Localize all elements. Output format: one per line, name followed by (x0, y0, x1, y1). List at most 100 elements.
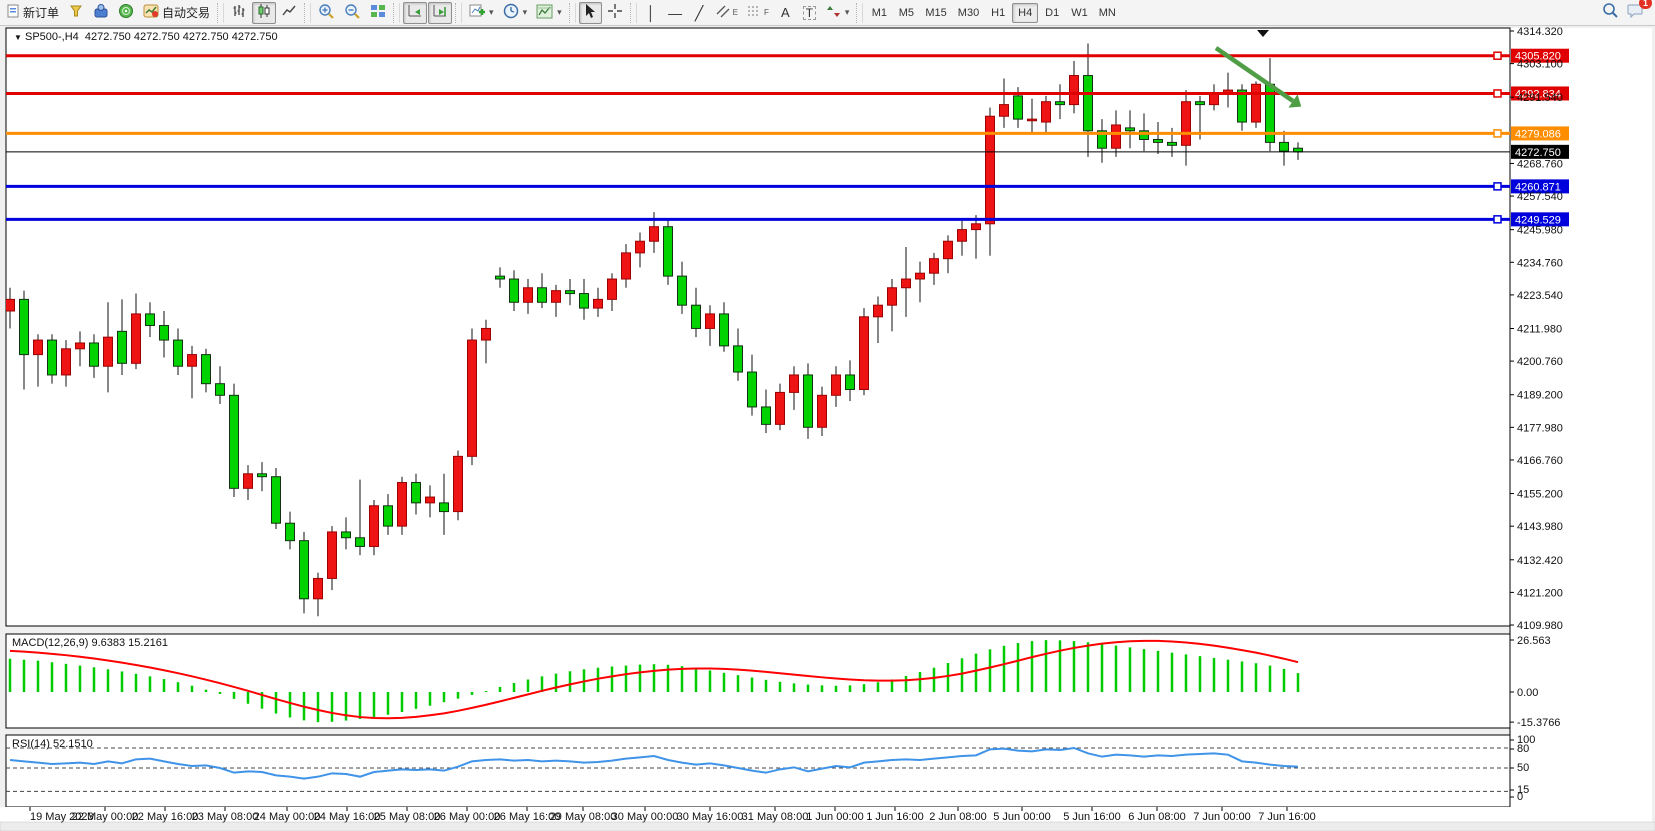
price-line-label (1511, 126, 1569, 141)
chart-symbol: SP500-,H4 (24, 31, 79, 43)
chart-collapse-icon[interactable]: ▼ (14, 33, 22, 42)
date-label: 1 Jun 00:00 (806, 811, 864, 823)
chart-quotes: 4272.750 4272.750 4272.750 4272.750 (84, 31, 278, 43)
fibonacci-button[interactable]: F (743, 2, 773, 24)
tile-windows-icon (370, 3, 386, 22)
svg-text:4234.760: 4234.760 (1517, 257, 1563, 269)
line-chart-button[interactable] (277, 2, 301, 24)
candlestick-chart-button[interactable] (252, 1, 277, 24)
cursor-icon (583, 3, 597, 22)
date-label: 6 Jun 08:00 (1128, 811, 1186, 823)
timeframe-h4-button[interactable]: H4 (1012, 2, 1039, 23)
indicators-button[interactable]: ▾ (465, 2, 498, 24)
notifications-icon[interactable]: 1 (1627, 0, 1652, 23)
timeframe-m1-button[interactable]: M1 (866, 3, 892, 23)
annotation-arrow[interactable] (1214, 46, 1295, 103)
zoom-out-button[interactable] (340, 2, 365, 24)
svg-text:4257.540: 4257.540 (1517, 191, 1563, 203)
timeframe-w1-button[interactable]: W1 (1066, 3, 1093, 23)
svg-text:4166.760: 4166.760 (1517, 455, 1563, 467)
trendline-button[interactable]: ╱ (688, 2, 711, 24)
toolbar-separator (629, 2, 637, 23)
macd-panel (5, 633, 1511, 729)
crosshair-button[interactable] (603, 2, 627, 24)
funnel-icon (68, 3, 84, 22)
crosshair-icon (607, 3, 623, 22)
svg-text:4303.100: 4303.100 (1517, 59, 1563, 71)
auto-scroll-button[interactable] (403, 1, 428, 24)
timeframe-m5-button[interactable]: M5 (893, 3, 919, 23)
auto-trading-button[interactable]: 自动交易 (139, 2, 214, 24)
search-icon[interactable] (1602, 2, 1619, 24)
svg-text:4121.200: 4121.200 (1517, 587, 1563, 599)
fibonacci-icon (747, 4, 761, 21)
toolbar-separator (393, 2, 401, 23)
arrows-icon (826, 4, 841, 22)
svg-text:4177.980: 4177.980 (1517, 422, 1563, 434)
dropdown-icon[interactable]: ▾ (489, 7, 494, 17)
profile-button[interactable] (89, 2, 113, 24)
dropdown-icon[interactable]: ▾ (844, 7, 850, 17)
svg-text:4305.820: 4305.820 (1515, 51, 1561, 63)
date-label: 30 May 16:00 (677, 811, 744, 823)
date-label: 24 May 00:00 (254, 811, 321, 823)
vertical-line-button[interactable]: │ (640, 2, 663, 24)
chart-shift-button[interactable] (428, 1, 453, 24)
channel-button[interactable]: E (712, 2, 742, 24)
svg-text:0.00: 0.00 (1517, 687, 1538, 699)
new-order-label: 新订单 (23, 6, 60, 20)
tile-windows-button[interactable] (366, 2, 390, 24)
zoom-in-button[interactable] (314, 2, 339, 24)
svg-text:-15.3766: -15.3766 (1517, 717, 1560, 729)
date-label: 5 Jun 00:00 (993, 811, 1051, 823)
chart-shift-marker[interactable] (1257, 30, 1269, 37)
svg-text:4291.540: 4291.540 (1517, 92, 1563, 104)
timeframe-m30-button[interactable]: M30 (953, 3, 984, 23)
metaeditor-button[interactable] (64, 2, 88, 24)
price-line-handle[interactable] (1493, 51, 1502, 60)
new-order-button[interactable]: 新订单 (2, 2, 63, 24)
timeframe-mn-button[interactable]: MN (1094, 3, 1121, 23)
auto-scroll-icon (407, 3, 423, 22)
bar-chart-button[interactable] (227, 2, 251, 24)
price-line-handle[interactable] (1493, 182, 1502, 191)
svg-text:80: 80 (1517, 743, 1529, 755)
time-axis[interactable] (0, 807, 1652, 822)
timeframe-toolbar: M1 M5 M15 M30 H1 H4 D1 W1 MN (866, 2, 1121, 23)
date-label: 7 Jun 16:00 (1258, 811, 1316, 823)
horizontal-line-button[interactable]: — (664, 2, 687, 24)
trendline-icon: ╱ (694, 4, 704, 21)
toolbar-separator (856, 2, 864, 23)
dropdown-icon[interactable]: ▾ (522, 7, 528, 17)
price-line-handle[interactable] (1493, 89, 1502, 98)
date-label: 5 Jun 16:00 (1063, 811, 1121, 823)
line-chart-icon (281, 3, 297, 22)
notification-badge[interactable]: 1 (1638, 0, 1652, 9)
periods-button[interactable]: ▾ (499, 2, 532, 24)
date-label: 31 May 08:00 (742, 811, 809, 823)
price-line-handle[interactable] (1493, 129, 1502, 138)
new-order-icon (6, 4, 20, 21)
templates-button[interactable]: ▾ (532, 2, 566, 24)
signals-button[interactable] (114, 2, 138, 24)
dropdown-icon[interactable]: ▾ (557, 7, 562, 17)
text-label-button[interactable]: T (798, 2, 821, 24)
timeframe-m15-button[interactable]: M15 (920, 3, 951, 23)
date-label: 29 May 08:00 (550, 811, 617, 823)
arrows-button[interactable]: ▾ (822, 2, 854, 24)
cursor-button[interactable] (578, 1, 602, 24)
main-panel (5, 27, 1511, 627)
text-button[interactable]: A (774, 2, 797, 24)
date-label: 1 Jun 16:00 (866, 811, 924, 823)
svg-text:50: 50 (1517, 762, 1529, 774)
svg-text:4314.320: 4314.320 (1517, 26, 1563, 38)
auto-trading-label: 自动交易 (162, 6, 211, 20)
price-line-label (1511, 179, 1569, 194)
timeframe-d1-button[interactable]: D1 (1039, 3, 1065, 23)
toolbar-separator (217, 2, 225, 23)
svg-text:15: 15 (1517, 784, 1529, 796)
price-line-handle[interactable] (1493, 215, 1502, 224)
price-line-label (1511, 86, 1569, 101)
timeframe-h1-button[interactable]: H1 (985, 3, 1011, 23)
